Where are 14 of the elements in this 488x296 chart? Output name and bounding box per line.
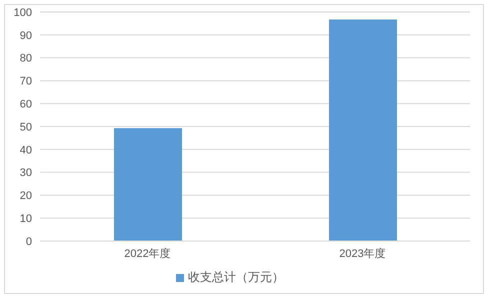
y-tick-label: 40 — [20, 144, 32, 156]
y-tick-label: 50 — [20, 121, 32, 134]
x-tick-label: 2022年度 — [124, 246, 171, 260]
y-tick-label: 20 — [20, 190, 32, 202]
y-tick-label: 0 — [26, 236, 32, 248]
y-tick-label: 60 — [20, 98, 32, 111]
x-tick-label: 2023年度 — [339, 246, 386, 260]
y-tick-label: 10 — [20, 213, 32, 226]
y-tick-label: 30 — [20, 167, 32, 180]
legend-label: 收支总计（万元） — [188, 270, 284, 284]
y-tick-label: 80 — [20, 52, 32, 65]
y-tick-label: 70 — [20, 76, 32, 88]
y-tick-label: 100 — [14, 6, 32, 19]
y-tick-label: 90 — [20, 30, 32, 42]
